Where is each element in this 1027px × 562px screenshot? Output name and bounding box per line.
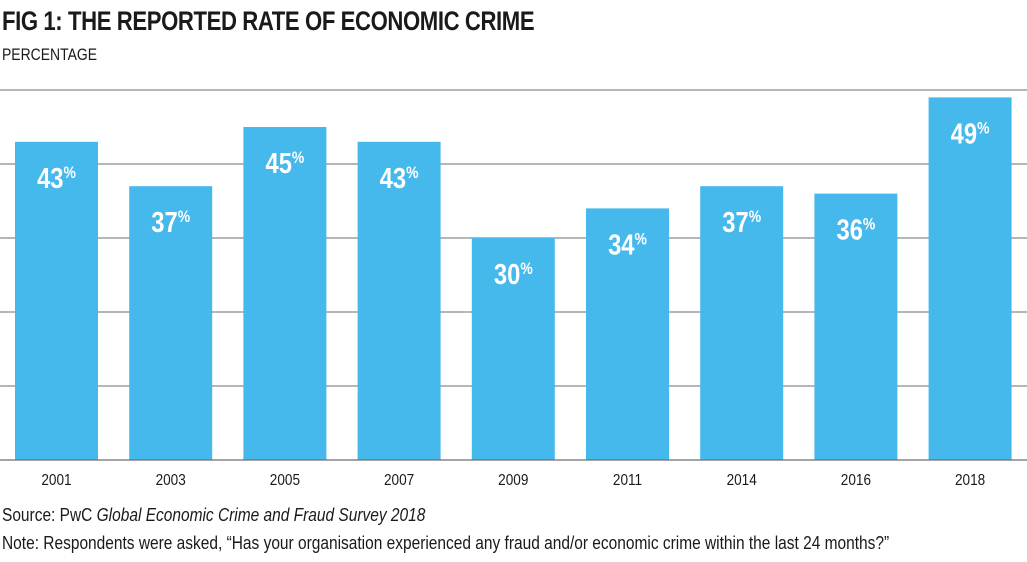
bar: [471, 238, 555, 460]
bar: [357, 141, 441, 461]
x-tick-label: 2016: [841, 472, 871, 489]
data-label: 45%: [265, 147, 304, 180]
data-label: 30%: [494, 258, 533, 291]
bar: [928, 97, 1012, 461]
bar: [243, 127, 327, 460]
bar: [814, 193, 898, 460]
x-tick-label: 2018: [955, 472, 985, 489]
x-tick-label: 2007: [384, 472, 414, 489]
data-label: 36%: [836, 213, 875, 246]
source-title: Global Economic Crime and Fraud Survey 2…: [96, 505, 426, 525]
data-label: 34%: [608, 228, 647, 261]
data-label: 43%: [380, 162, 419, 195]
bar: [129, 186, 213, 460]
data-label: 49%: [951, 117, 990, 150]
x-tick-label: 2005: [270, 472, 300, 489]
chart-subtitle: PERCENTAGE: [2, 45, 98, 64]
source-prefix: Source: PwC: [2, 505, 97, 525]
data-label: 37%: [151, 206, 190, 239]
x-tick-label: 2014: [727, 472, 757, 489]
chart-title: FIG 1: THE REPORTED RATE OF ECONOMIC CRI…: [2, 6, 535, 36]
x-tick-label: 2003: [156, 472, 186, 489]
bar: [15, 141, 98, 461]
bar: [586, 208, 669, 460]
bar-chart: 43% 2001 37% 2003 45% 2005 43% 2007 30% 2009 34% 20…: [0, 89, 1027, 489]
data-label: 43%: [37, 162, 76, 195]
data-label: 37%: [722, 206, 761, 239]
x-tick-label: 2001: [41, 472, 71, 489]
x-tick-label: 2009: [498, 472, 528, 489]
source-note: Source: PwC Global Economic Crime and Fr…: [2, 505, 425, 526]
respondent-note: Note: Respondents were asked, “Has your …: [2, 533, 890, 553]
x-tick-label: 2011: [613, 472, 642, 489]
bar: [700, 186, 784, 460]
